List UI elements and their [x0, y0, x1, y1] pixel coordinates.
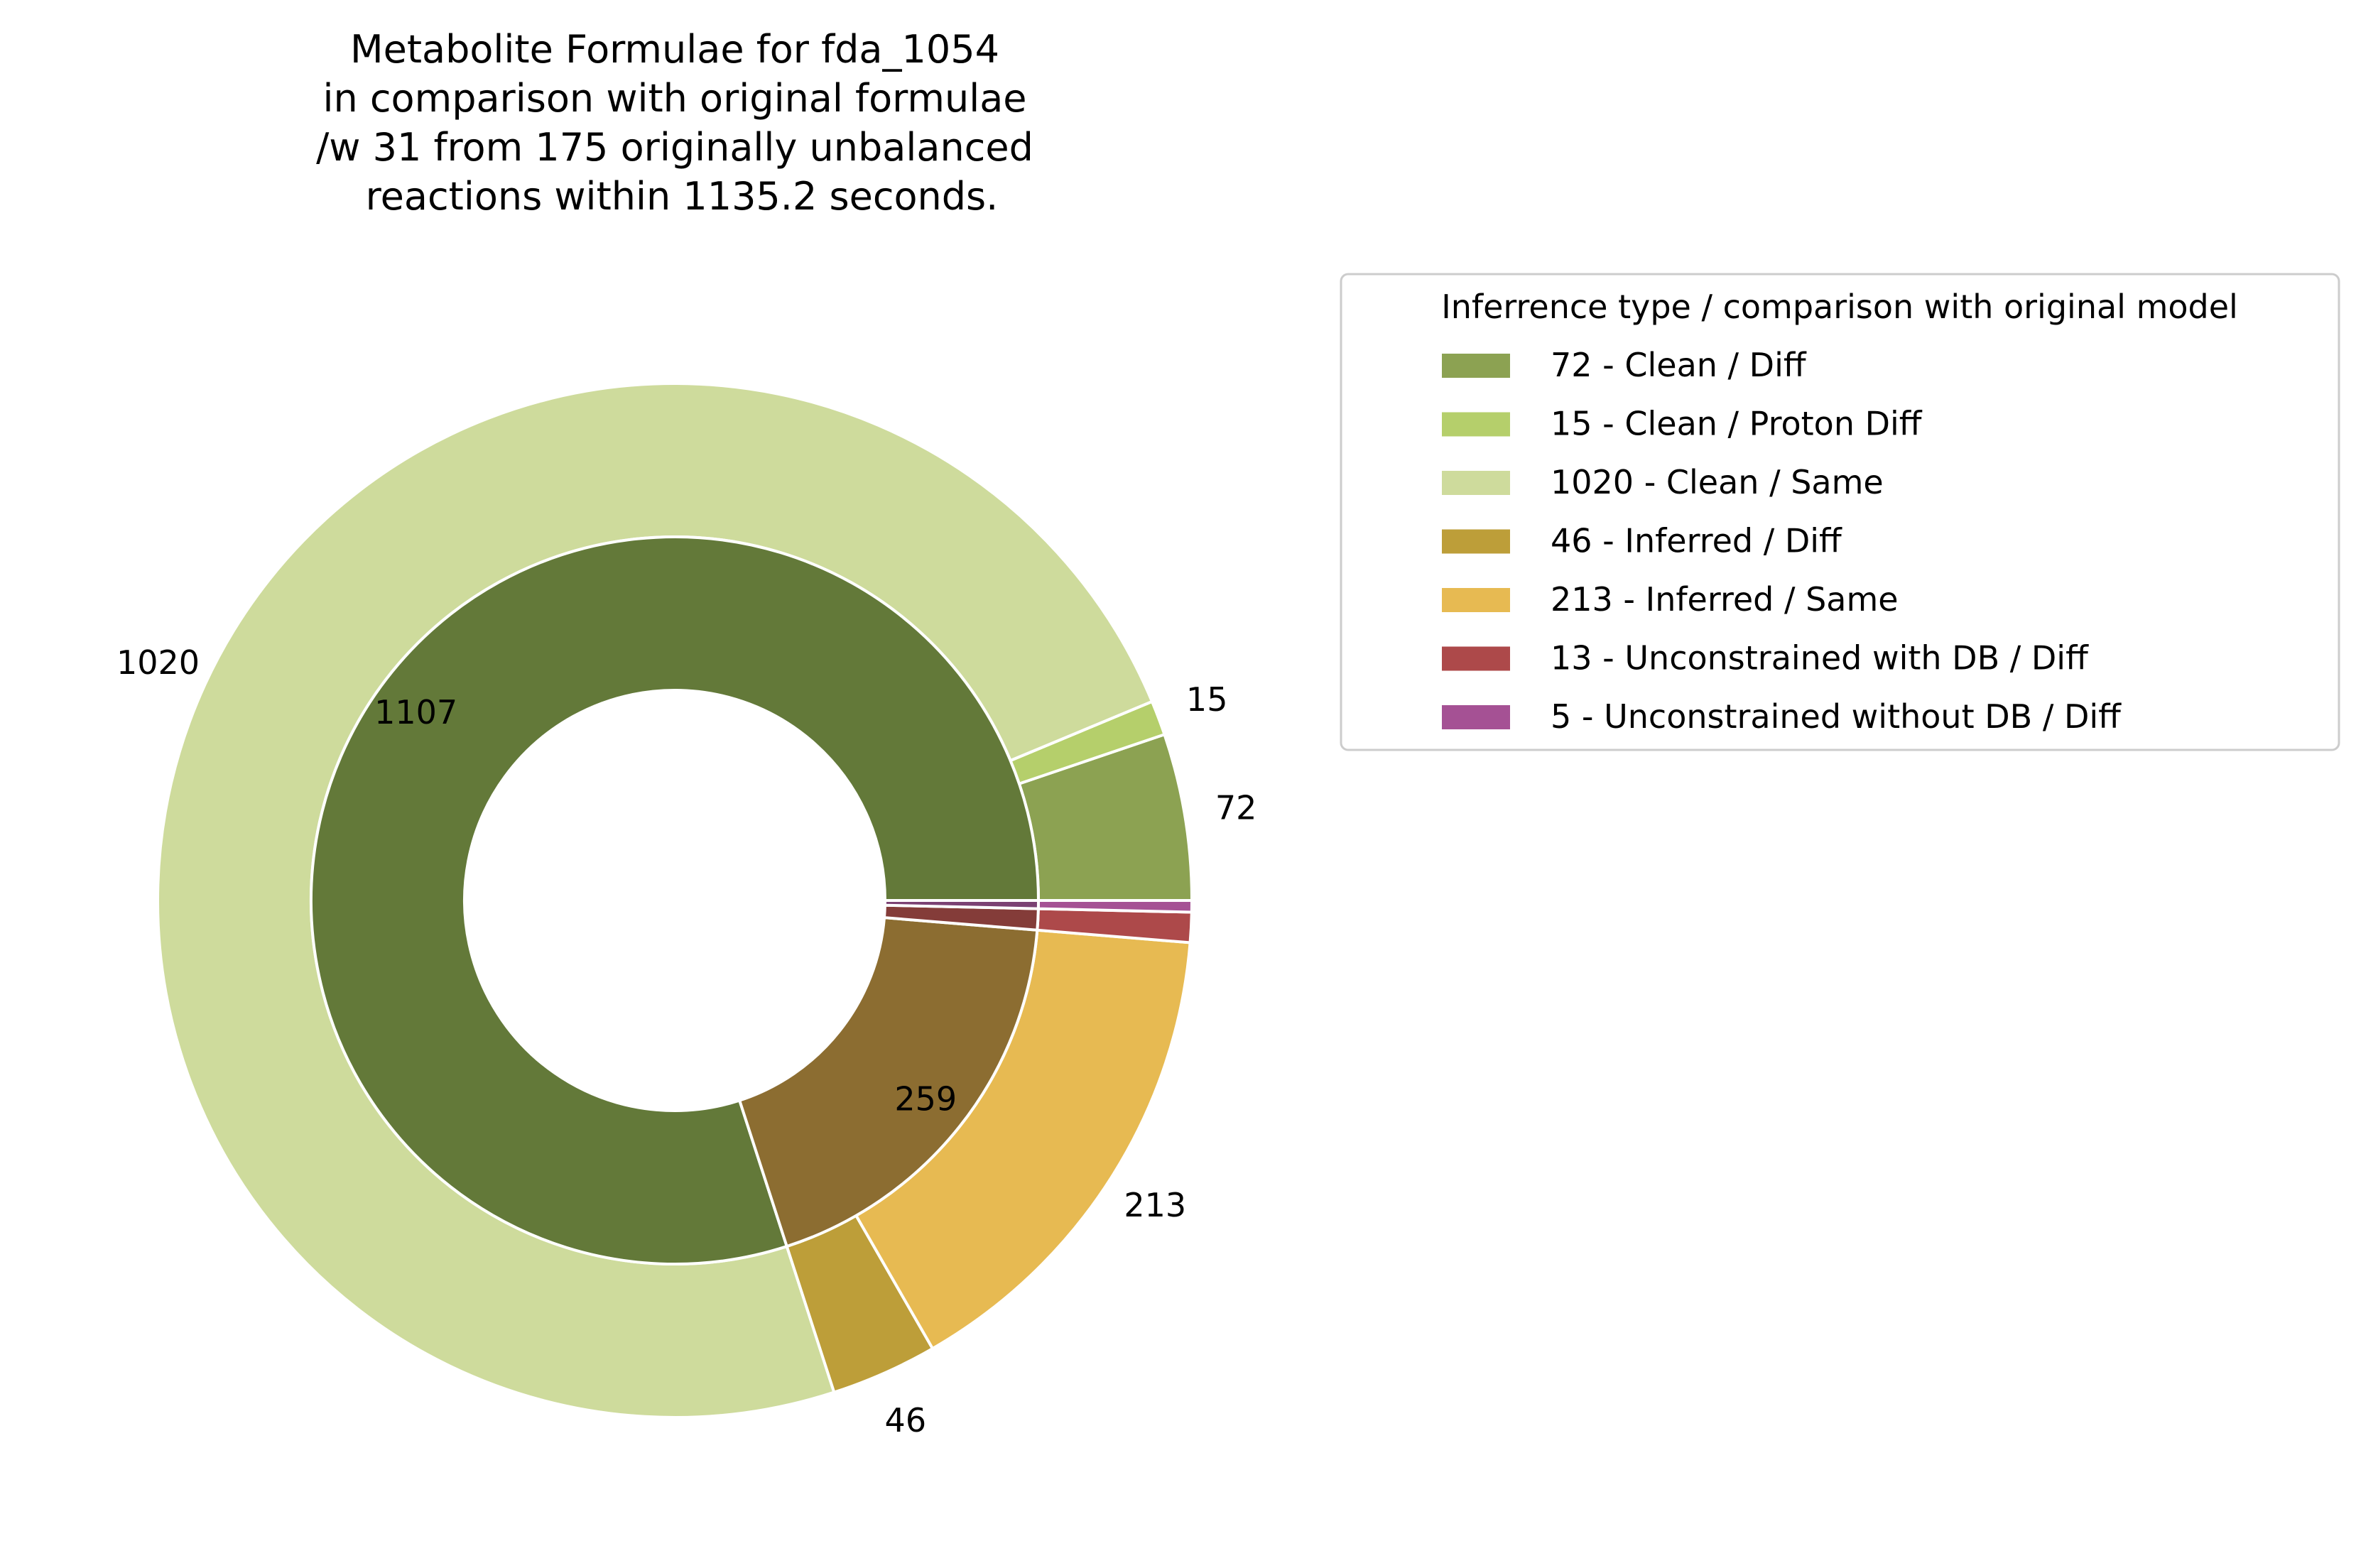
- legend-entry-label: 15 - Clean / Proton Diff: [1551, 405, 1923, 443]
- legend-title: Inferrence type / comparison with origin…: [1441, 288, 2238, 326]
- inner-slice-1107: [310, 535, 1040, 1265]
- legend-entry-label: 213 - Inferred / Same: [1551, 580, 1899, 619]
- inner-label-1107: 1107: [374, 693, 457, 731]
- outer-label-72: 72: [1215, 789, 1257, 827]
- legend-entry-label: 46 - Inferred / Diff: [1551, 522, 1842, 560]
- title-line-4: reactions within 1135.2 seconds.: [366, 174, 999, 219]
- outer-ring: [156, 382, 1193, 1419]
- slice-labels: 72 15 1020 46 213 1107 259: [116, 643, 1256, 1439]
- legend-swatch: [1442, 412, 1510, 437]
- inner-slice-segment-3: [883, 899, 1041, 910]
- title-line-2: in comparison with original formulae: [322, 76, 1026, 121]
- legend-entry-label: 72 - Clean / Diff: [1551, 346, 1807, 384]
- legend-entry-label: 13 - Unconstrained with DB / Diff: [1551, 639, 2089, 677]
- title-line-1: Metabolite Formulae for fda_1054: [350, 27, 999, 72]
- legend-entry-label: 5 - Unconstrained without DB / Diff: [1551, 697, 2122, 736]
- outer-label-15: 15: [1186, 680, 1228, 719]
- legend-swatch: [1442, 471, 1510, 495]
- outer-label-213: 213: [1124, 1186, 1186, 1224]
- chart-title: Metabolite Formulae for fda_1054 in comp…: [316, 27, 1033, 219]
- outer-label-1020: 1020: [116, 643, 200, 682]
- title-line-3: /w 31 from 175 originally unbalanced: [316, 125, 1033, 170]
- legend-entry-label: 1020 - Clean / Same: [1551, 463, 1884, 501]
- legend-swatch: [1442, 588, 1510, 612]
- legend-swatch: [1442, 529, 1510, 554]
- legend-frame: [1340, 273, 2340, 751]
- inner-label-259: 259: [894, 1080, 957, 1118]
- outer-slice-5: [1036, 899, 1193, 914]
- legend-swatch: [1442, 646, 1510, 671]
- inner-ring: [310, 535, 1041, 1265]
- legend-swatch: [1442, 354, 1510, 378]
- legend-entries: 72 - Clean / Diff 15 - Clean / Proton Dif…: [1442, 346, 2122, 736]
- legend: Inferrence type / comparison with origin…: [1340, 273, 2340, 751]
- inner-slice-259: [738, 916, 1039, 1248]
- legend-swatch: [1442, 705, 1510, 729]
- outer-label-46: 46: [885, 1401, 927, 1439]
